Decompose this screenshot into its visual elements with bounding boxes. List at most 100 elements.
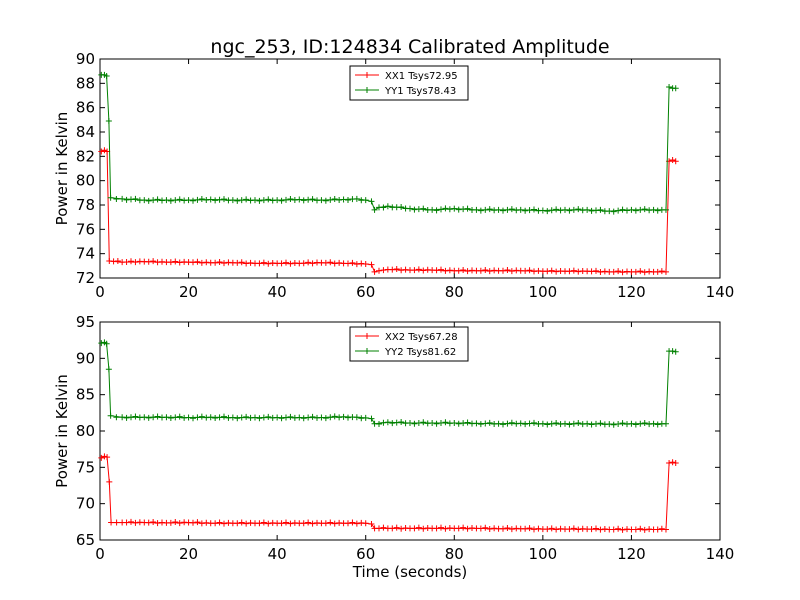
data-point	[486, 525, 493, 532]
legend-box	[349, 65, 469, 101]
data-point	[172, 519, 179, 526]
top-panel: 0 20 40 60 80 100 120 140 72 74 76 78 80 82 84 86 88 90 Po…	[53, 50, 734, 301]
data-point	[163, 414, 170, 421]
data-point	[597, 269, 604, 276]
data-point	[234, 415, 241, 422]
data-point	[615, 207, 622, 214]
x-tick-label: 60	[356, 545, 375, 563]
data-point	[190, 197, 196, 204]
data-point	[548, 420, 555, 427]
data-point	[517, 206, 524, 213]
data-point	[562, 206, 568, 213]
data-point	[566, 526, 573, 533]
data-point	[283, 196, 289, 203]
data-point	[411, 267, 418, 274]
data-point	[167, 259, 174, 266]
data-point	[371, 206, 378, 213]
data-point	[107, 194, 114, 201]
data-point	[176, 520, 183, 527]
y-tick-label: 85	[76, 386, 95, 404]
data-point	[500, 525, 506, 532]
legend-marker	[364, 348, 370, 354]
y-tick-label: 70	[76, 495, 95, 513]
data-point	[154, 413, 161, 420]
data-point	[566, 268, 573, 275]
data-point	[322, 259, 329, 266]
data-point	[150, 518, 157, 525]
data-point	[662, 526, 669, 533]
data-point	[415, 524, 422, 531]
y-tick-label: 80	[76, 422, 95, 440]
data-point	[407, 205, 413, 212]
data-point	[438, 266, 444, 273]
data-point	[278, 415, 285, 422]
data-point	[300, 260, 307, 267]
data-point	[508, 206, 515, 213]
data-point	[420, 205, 427, 212]
data-point	[548, 267, 555, 274]
data-point	[322, 520, 329, 527]
data-point	[331, 413, 338, 420]
data-point	[584, 420, 591, 427]
data-point	[500, 207, 506, 214]
data-point	[221, 520, 227, 527]
data-point	[504, 266, 511, 273]
data-point	[221, 413, 227, 420]
data-point	[234, 259, 241, 266]
data-point	[393, 265, 400, 272]
data-point	[172, 414, 179, 421]
data-point	[305, 259, 312, 266]
data-point	[185, 414, 192, 421]
y-axis-label: Power in Kelvin	[53, 374, 71, 488]
data-point	[145, 519, 152, 526]
data-point	[455, 420, 462, 427]
data-point	[442, 267, 449, 274]
data-point	[460, 266, 467, 273]
data-point	[176, 196, 183, 203]
data-point	[429, 420, 436, 427]
data-point	[221, 196, 227, 203]
y-axis-label: Power in Kelvin	[53, 112, 71, 226]
bottom-panel: 0 20 40 60 80 100 120 140 65 70 75 80 85 90 95 Power in…	[53, 313, 734, 563]
data-point	[593, 267, 599, 274]
data-point	[98, 454, 105, 461]
data-point	[98, 148, 105, 155]
data-point	[309, 260, 316, 267]
data-point	[349, 519, 356, 526]
data-point	[597, 526, 604, 533]
data-point	[455, 267, 462, 274]
data-point	[606, 421, 613, 428]
data-point	[570, 267, 577, 274]
x-tick-label: 40	[268, 283, 287, 301]
data-point	[628, 420, 635, 427]
data-point	[198, 413, 205, 420]
data-point	[637, 206, 644, 213]
legend: XX1 Tsys72.95 YY1 Tsys78.43	[349, 65, 469, 101]
data-point	[212, 259, 219, 266]
data-point	[597, 420, 604, 427]
data-point	[544, 526, 551, 533]
data-point	[167, 519, 174, 526]
legend-marker	[364, 87, 370, 93]
data-point	[256, 520, 263, 527]
data-point	[132, 259, 139, 266]
legend-label: YY1 Tsys78.43	[384, 86, 456, 97]
data-point	[234, 197, 241, 204]
data-point	[658, 268, 665, 275]
data-point	[393, 419, 400, 426]
data-point	[570, 420, 577, 427]
y-tick-label: 76	[76, 220, 95, 238]
data-point	[531, 526, 537, 533]
data-point	[318, 197, 325, 204]
data-point	[662, 206, 669, 213]
data-point	[104, 454, 111, 461]
x-tick-label: 120	[617, 545, 646, 563]
data-point	[336, 414, 343, 421]
data-point	[597, 206, 604, 213]
data-point	[327, 259, 334, 266]
data-point	[345, 197, 351, 204]
data-point	[376, 420, 382, 427]
x-tick-label: 60	[356, 283, 375, 301]
data-point	[256, 260, 263, 267]
data-point	[145, 197, 152, 204]
